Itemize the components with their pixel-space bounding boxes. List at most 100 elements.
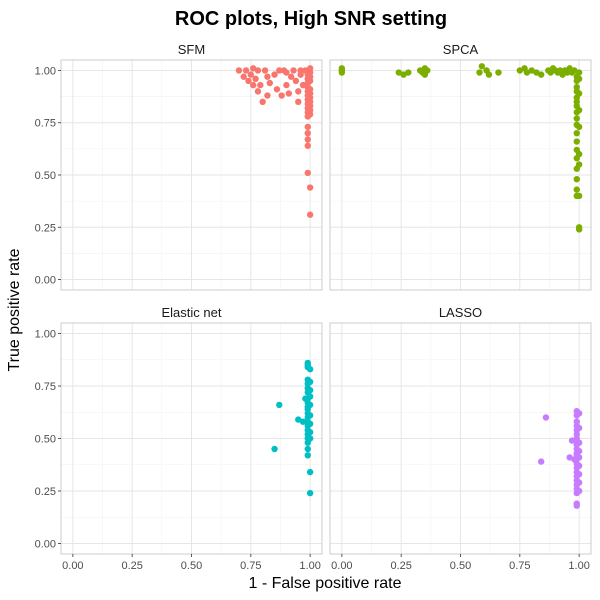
data-point-elastic-net — [306, 393, 314, 400]
panels-layer: SFM 0.00 0.25 0.50 0.75 1.00 SPCA Elastic net 0.… — [35, 42, 592, 572]
y-tick-label: 0.75 — [35, 118, 56, 130]
data-point-spca — [575, 90, 583, 97]
x-axis-label: 1 - False positive rate — [249, 575, 402, 592]
data-point-sfm — [306, 111, 314, 118]
data-point-spca — [485, 71, 493, 78]
x-tick-label: 0.50 — [450, 560, 471, 572]
data-point-spca — [424, 67, 431, 74]
data-point-lasso — [575, 479, 583, 486]
data-point-elastic-net — [306, 387, 314, 394]
panel-spca: SPCA — [329, 42, 592, 291]
data-point-lasso — [573, 502, 580, 509]
panel-lasso: LASSO 0.00 0.25 0.50 0.75 1.00 — [329, 305, 592, 572]
data-point-spca — [338, 65, 346, 72]
y-tick-label: 0.50 — [35, 170, 56, 182]
data-point-sfm — [264, 92, 271, 99]
data-point-sfm — [292, 77, 300, 85]
data-point-sfm — [252, 75, 259, 83]
y-tick-label: 1.00 — [35, 65, 56, 77]
panel-title-lasso: LASSO — [439, 305, 482, 320]
data-point-sfm — [240, 73, 247, 80]
data-point-sfm — [261, 67, 269, 74]
y-axis-label: True positive rate — [6, 248, 23, 371]
data-point-sfm — [306, 211, 314, 218]
y-tick-label: 0.25 — [35, 222, 56, 234]
panel-title-spca: SPCA — [443, 42, 479, 57]
data-point-spca — [476, 69, 483, 76]
data-point-elastic-net — [306, 420, 314, 427]
y-tick-label: 0.50 — [35, 434, 56, 446]
data-point-lasso — [575, 410, 583, 417]
x-tick-label: 1.00 — [568, 560, 589, 572]
data-point-sfm — [306, 184, 314, 191]
data-point-elastic-net — [306, 489, 314, 497]
data-point-sfm — [276, 67, 283, 74]
data-point-sfm — [283, 69, 290, 76]
data-point-sfm — [257, 81, 264, 89]
data-point-sfm — [295, 98, 302, 106]
data-point-elastic-net — [271, 445, 278, 453]
data-point-spca — [573, 186, 580, 193]
data-point-spca — [575, 226, 583, 233]
data-point-sfm — [242, 67, 250, 74]
data-point-sfm — [304, 129, 311, 137]
data-point-elastic-net — [306, 366, 314, 373]
data-point-sfm — [271, 71, 278, 78]
data-point-sfm — [295, 88, 302, 95]
data-point-sfm — [304, 136, 311, 143]
x-tick-label: 0.25 — [121, 560, 142, 572]
y-tick-label: 0.25 — [35, 486, 56, 498]
data-point-sfm — [306, 77, 314, 85]
data-point-elastic-net — [299, 418, 307, 425]
data-point-sfm — [297, 67, 304, 74]
data-point-sfm — [304, 169, 311, 177]
data-point-spca — [575, 123, 583, 131]
data-point-elastic-net — [306, 412, 314, 419]
data-point-spca — [575, 69, 583, 76]
data-point-spca — [537, 71, 545, 78]
y-tick-label: 0.00 — [35, 539, 56, 551]
panel-elastic-net: Elastic net 0.00 0.25 0.50 0.75 1.00 0.00 0.25 0… — [35, 305, 323, 572]
data-point-lasso — [575, 462, 583, 469]
data-point-spca — [573, 138, 580, 145]
data-point-elastic-net — [306, 401, 314, 409]
panel-sfm: SFM 0.00 0.25 0.50 0.75 1.00 — [35, 42, 323, 291]
data-point-sfm — [247, 71, 255, 78]
data-point-sfm — [287, 73, 295, 80]
data-point-sfm — [245, 77, 252, 85]
panel-border — [329, 59, 592, 291]
data-point-sfm — [278, 92, 285, 99]
data-point-spca — [573, 115, 580, 122]
data-point-sfm — [266, 79, 273, 87]
data-point-sfm — [259, 98, 266, 106]
chart-title: ROC plots, High SNR setting — [175, 8, 447, 30]
data-point-sfm — [254, 67, 262, 74]
data-point-lasso — [575, 424, 583, 432]
y-tick-label: 1.00 — [35, 329, 56, 341]
data-point-elastic-net — [304, 452, 311, 459]
data-point-sfm — [254, 88, 262, 95]
y-tick-label: 0.00 — [35, 275, 56, 287]
x-tick-label: 1.00 — [299, 560, 320, 572]
data-point-spca — [478, 63, 486, 70]
data-point-spca — [573, 129, 580, 137]
x-tick-label: 0.75 — [240, 560, 261, 572]
data-point-sfm — [249, 81, 257, 89]
data-point-lasso — [542, 414, 550, 421]
data-point-lasso — [575, 447, 583, 455]
data-point-sfm — [235, 67, 243, 74]
data-point-sfm — [273, 86, 281, 93]
data-point-lasso — [537, 458, 545, 465]
data-point-spca — [405, 69, 412, 76]
data-point-sfm — [304, 142, 311, 149]
data-point-elastic-net — [306, 435, 314, 442]
x-tick-label: 0.50 — [181, 560, 202, 572]
data-point-spca — [575, 106, 583, 114]
data-point-lasso — [575, 439, 583, 446]
x-tick-label: 0.75 — [509, 560, 530, 572]
data-point-sfm — [264, 73, 271, 80]
data-point-lasso — [575, 487, 583, 495]
data-point-elastic-net — [306, 378, 314, 385]
data-point-sfm — [304, 123, 311, 131]
